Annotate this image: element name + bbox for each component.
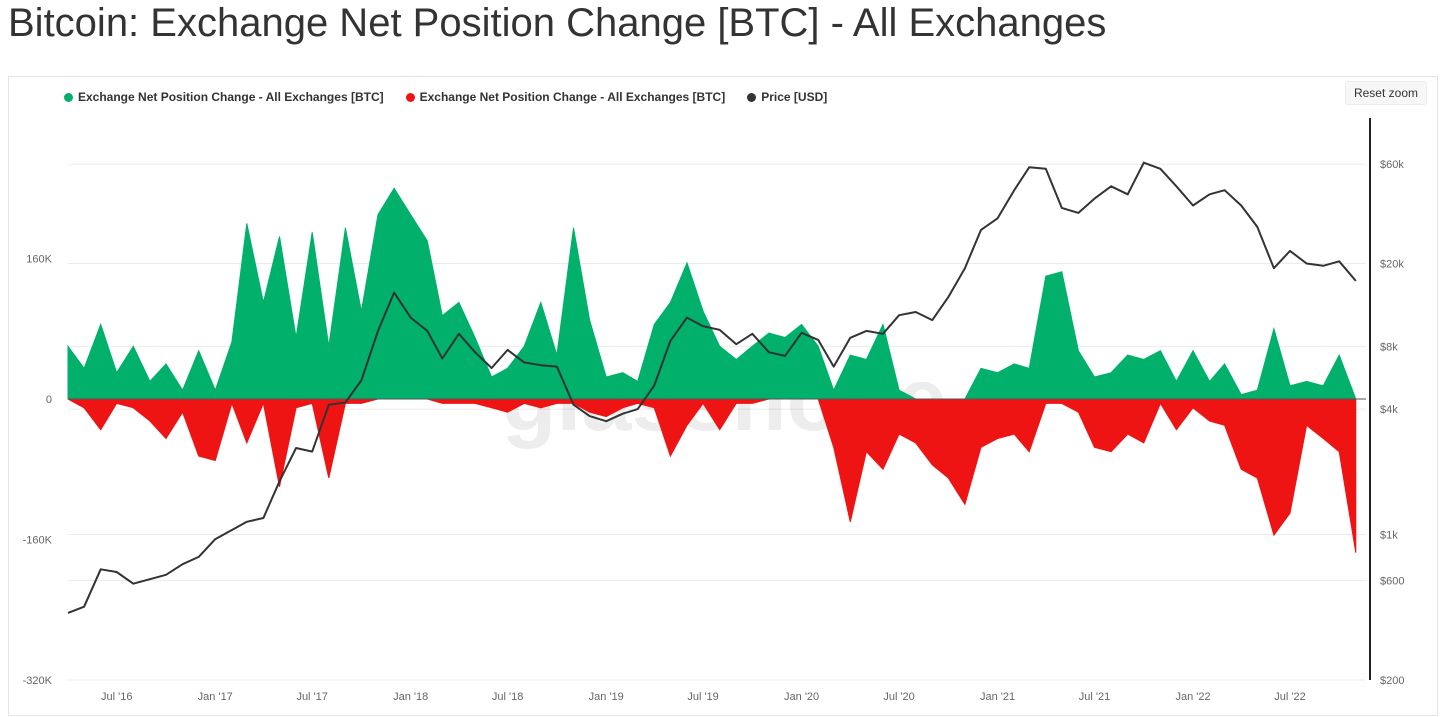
x-tick: Jan '22 (1175, 691, 1210, 703)
x-tick: Jan '19 (589, 691, 624, 703)
legend-label: Price [USD] (761, 90, 828, 104)
x-tick: Jul '20 (883, 691, 914, 703)
y-tick-right: $4k (1380, 404, 1398, 416)
x-tick: Jul '17 (296, 691, 327, 703)
x-tick: Jan '21 (980, 691, 1015, 703)
y-tick-left: -320K (23, 675, 53, 687)
legend-dot-green (64, 92, 73, 102)
price-line (67, 161, 1357, 614)
legend-item-price[interactable]: Price [USD] (747, 90, 827, 104)
y-tick-right: $1k (1380, 529, 1398, 541)
x-tick: Jan '18 (393, 691, 428, 703)
area-positive (67, 187, 1357, 400)
x-tick: Jan '17 (198, 691, 233, 703)
legend-dot-black (747, 92, 757, 102)
y-tick-right: $20k (1380, 259, 1404, 271)
y-tick-left: 0 (46, 394, 52, 406)
x-tick: Jul '16 (101, 691, 132, 703)
x-tick: Jul '21 (1079, 691, 1110, 703)
x-tick: Jan '20 (784, 691, 819, 703)
area-negative (67, 398, 1357, 553)
y-tick-right: $200 (1380, 675, 1404, 687)
y-tick-left: -160K (23, 535, 53, 547)
x-tick: Jul '18 (492, 691, 523, 703)
x-tick: Jul '22 (1274, 691, 1305, 703)
y-tick-right: $8k (1380, 341, 1398, 353)
page-title: Bitcoin: Exchange Net Position Change [B… (8, 1, 1107, 45)
legend-label: Exchange Net Position Change - All Excha… (419, 90, 726, 104)
y-tick-left: 160K (26, 254, 52, 266)
legend-item-outflow[interactable]: Exchange Net Position Change - All Excha… (405, 90, 726, 104)
legend-label: Exchange Net Position Change - All Excha… (78, 90, 384, 104)
x-tick: Jul '19 (687, 691, 718, 703)
legend-dot-red (405, 92, 415, 102)
reset-zoom-button[interactable]: Reset zoom (1344, 81, 1427, 105)
legend-item-inflow[interactable]: Exchange Net Position Change - All Excha… (64, 90, 384, 104)
y-tick-right: $600 (1380, 576, 1404, 588)
legend: Exchange Net Position Change - All Excha… (64, 90, 827, 104)
y-tick-right: $60k (1380, 159, 1404, 171)
